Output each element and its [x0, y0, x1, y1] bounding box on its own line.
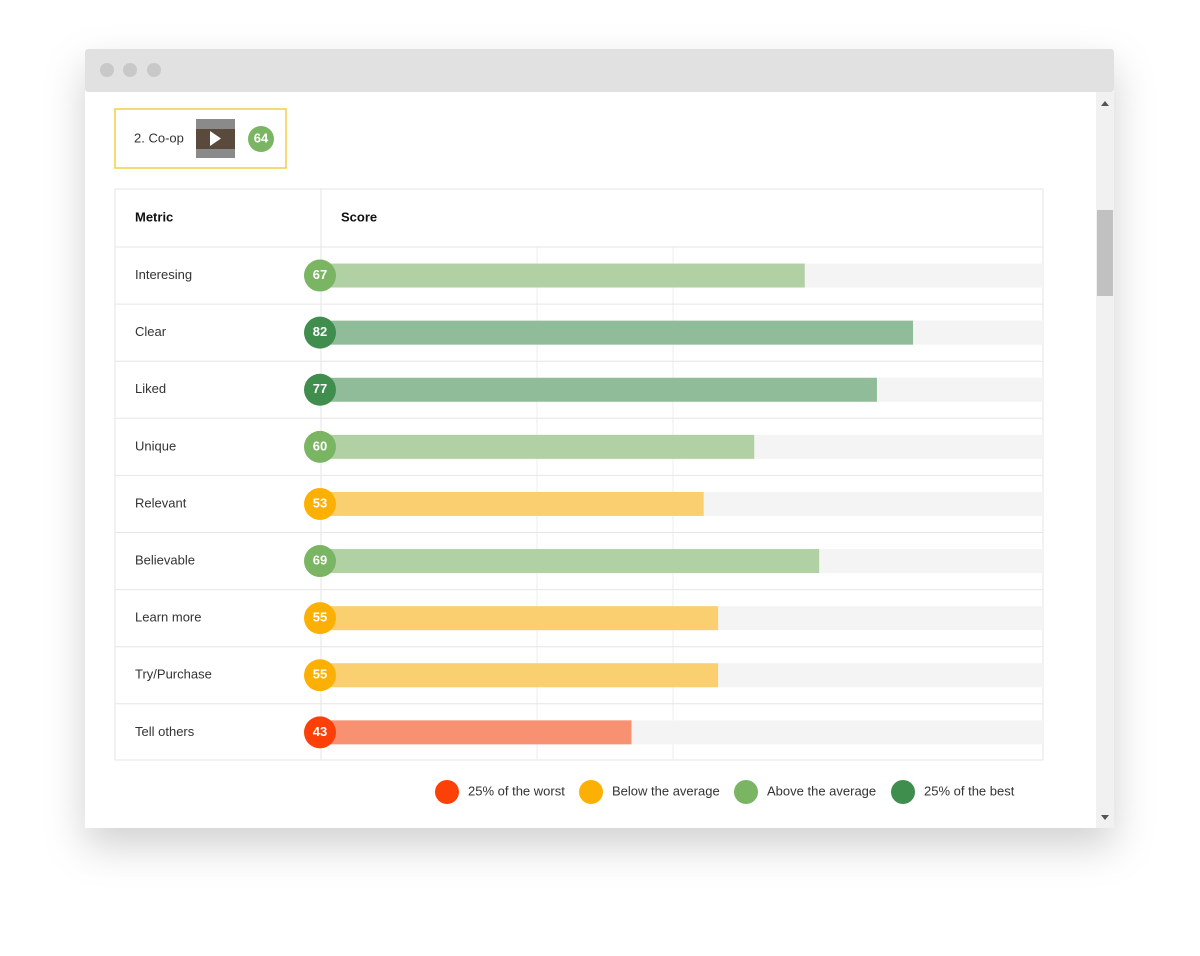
- score-badge: [304, 602, 336, 635]
- score-label: 55: [313, 610, 327, 625]
- metric-label: Tell others: [135, 724, 195, 739]
- window-button[interactable]: [123, 63, 137, 77]
- score-label: 43: [313, 724, 327, 739]
- score-label: 60: [313, 438, 327, 453]
- score-badge: [304, 487, 336, 520]
- metric-label: Interesing: [135, 267, 192, 282]
- item-score-badge: [248, 126, 274, 152]
- score-badge: [304, 430, 336, 463]
- legend-swatch: [435, 780, 459, 804]
- legend-label: Above the average: [767, 783, 876, 798]
- bar: [321, 606, 719, 631]
- legend-swatch: [734, 780, 758, 804]
- item-score: 64: [254, 130, 269, 145]
- metric-label: Clear: [135, 324, 167, 339]
- scrollbar[interactable]: [1096, 92, 1114, 828]
- score-label: 69: [313, 552, 327, 567]
- bar: [321, 720, 632, 745]
- score-badge: [304, 659, 336, 692]
- scroll-up[interactable]: [1101, 101, 1109, 106]
- bar: [321, 549, 820, 574]
- legend-label: 25% of the best: [924, 783, 1015, 798]
- score-label: 53: [313, 495, 327, 510]
- score-label: 67: [313, 267, 327, 282]
- metric-label: Relevant: [135, 495, 187, 510]
- item-label: 2. Co-op: [134, 130, 184, 145]
- column-header: Score: [341, 209, 377, 224]
- column-header: Metric: [135, 209, 173, 224]
- score-badge: [304, 316, 336, 349]
- score-badge: [304, 259, 336, 292]
- window-button[interactable]: [147, 63, 161, 77]
- legend-label: Below the average: [612, 783, 720, 798]
- score-label: 55: [313, 667, 327, 682]
- bar: [321, 663, 719, 688]
- metric-label: Try/Purchase: [135, 667, 212, 682]
- play-icon: [210, 131, 221, 146]
- metric-label: Unique: [135, 438, 176, 453]
- bar: [321, 491, 704, 516]
- title-bar: [85, 49, 1114, 92]
- legend-swatch: [579, 780, 603, 804]
- bar: [321, 434, 755, 459]
- score-label: 82: [313, 324, 327, 339]
- metric-label: Liked: [135, 381, 166, 396]
- metric-label: Believable: [135, 552, 195, 567]
- bar: [321, 263, 805, 288]
- score-badge: [304, 716, 336, 749]
- legend-swatch: [891, 780, 915, 804]
- scroll-down[interactable]: [1101, 815, 1109, 820]
- score-badge: [304, 373, 336, 406]
- score-label: 77: [313, 381, 327, 396]
- metric-label: Learn more: [135, 610, 201, 625]
- bar: [321, 377, 877, 402]
- legend-label: 25% of the worst: [468, 783, 565, 798]
- window-button[interactable]: [100, 63, 114, 77]
- bar: [321, 320, 914, 345]
- score-badge: [304, 545, 336, 578]
- scroll-thumb[interactable]: [1097, 210, 1113, 296]
